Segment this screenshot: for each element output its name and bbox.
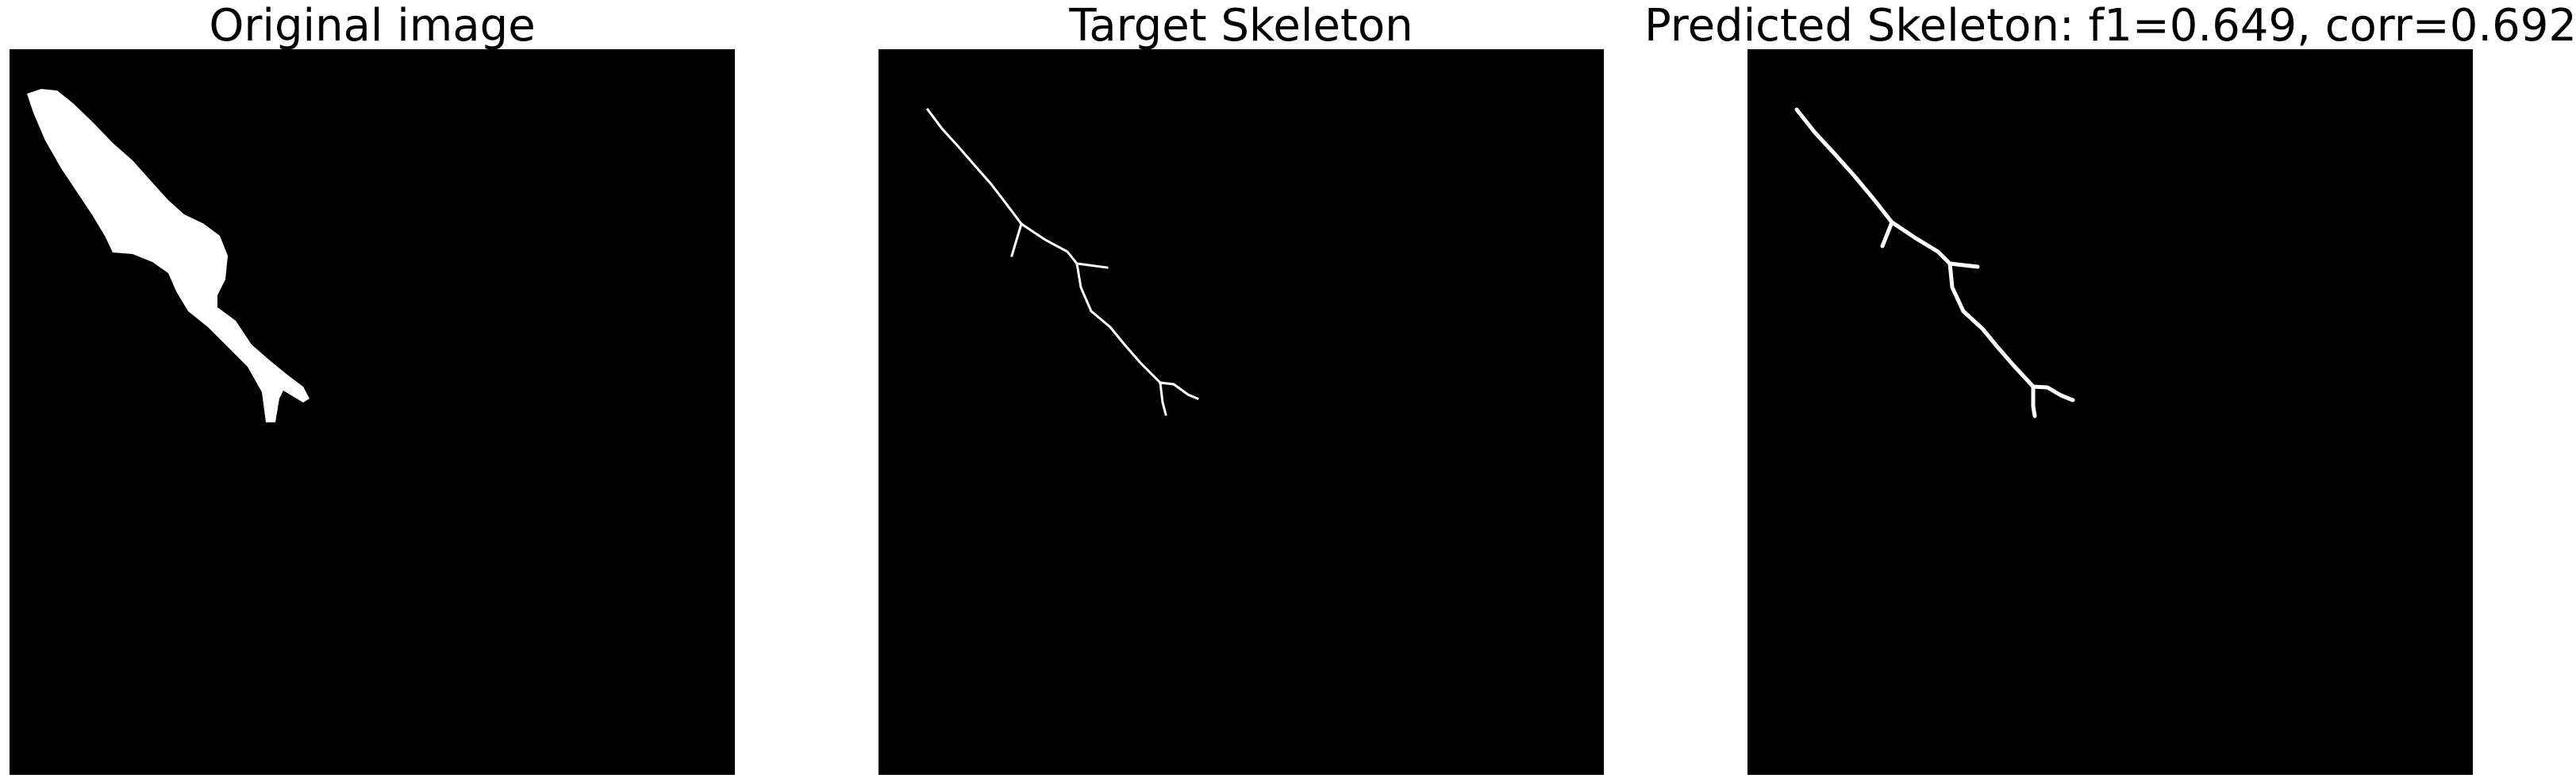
predicted-skeleton-title: Predicted Skeleton: f1=0.649, corr=0.692 (1644, 0, 2576, 52)
target-skeleton-fork-down (1159, 381, 1167, 416)
target-skeleton-canvas (879, 49, 1604, 775)
predicted-skeleton-spur-middle (1947, 261, 1980, 269)
predicted-skeleton-main-branch (1794, 107, 2036, 389)
panel-original-image: Original image (10, 0, 735, 782)
original-image-title: Original image (209, 0, 536, 52)
target-skeleton-spur-upper (1010, 222, 1023, 257)
target-skeleton-spur-middle (1075, 262, 1109, 269)
predicted-skeleton-fork-right (2031, 384, 2075, 403)
target-skeleton-fork-right (1159, 381, 1199, 400)
target-skeleton-title: Target Skeleton (1069, 0, 1413, 52)
panel-predicted-skeleton: Predicted Skeleton: f1=0.649, corr=0.692 (1644, 0, 2576, 782)
predicted-skeleton-spur-upper (1880, 220, 1894, 248)
predicted-skeleton-svg (1794, 107, 2075, 418)
target-skeleton-main-branch (925, 107, 1163, 385)
predicted-skeleton-canvas (1747, 49, 2473, 775)
panel-target-skeleton: Target Skeleton (879, 0, 1604, 782)
original-image-shape (27, 89, 310, 422)
original-image-svg (27, 89, 310, 422)
target-skeleton-svg (925, 107, 1199, 416)
predicted-skeleton-fork-down (2031, 384, 2037, 418)
original-image-canvas (10, 49, 735, 775)
